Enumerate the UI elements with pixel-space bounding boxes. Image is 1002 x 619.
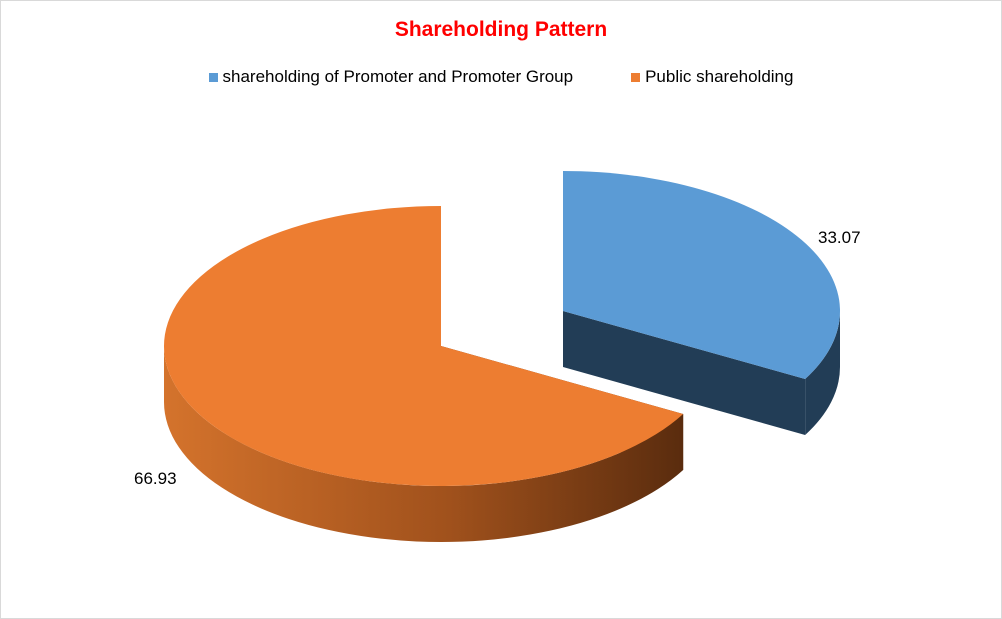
chart-title: Shareholding Pattern (394, 18, 608, 41)
legend-swatch-promoter (208, 72, 218, 82)
slice-side-face-promoter (563, 311, 806, 435)
legend-item-promoter: shareholding of Promoter and Promoter Gr… (208, 67, 574, 87)
pie-slice-public (164, 206, 684, 487)
legend-label-promoter: shareholding of Promoter and Promoter Gr… (222, 67, 574, 86)
legend-swatch-public (631, 72, 641, 82)
slice-outer-wall-promoter (805, 311, 840, 435)
slice-outer-wall-public (164, 346, 684, 543)
legend-label-public: Public shareholding (645, 67, 794, 86)
pie-slice-promoter (563, 171, 840, 379)
legend-item-public: Public shareholding (631, 67, 793, 87)
data-label-public: 66.93 (134, 469, 177, 488)
data-label-promoter: 33.07 (818, 228, 861, 247)
legend: shareholding of Promoter and Promoter Gr… (1, 67, 1001, 87)
